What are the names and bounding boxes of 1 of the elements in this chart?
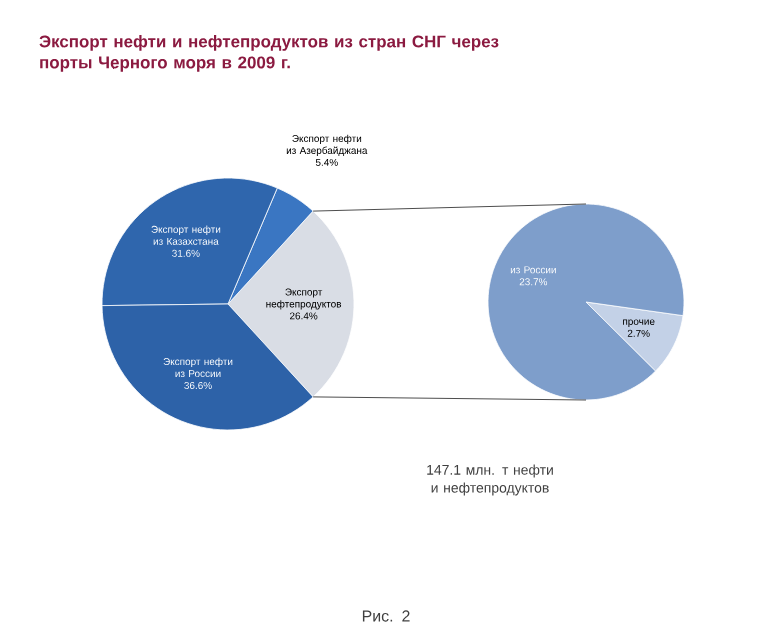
chart-title: Экспорт нефти и нефтепродуктов из стран СНГ через порты Черного моря в 2009 г. [39,35,499,72]
